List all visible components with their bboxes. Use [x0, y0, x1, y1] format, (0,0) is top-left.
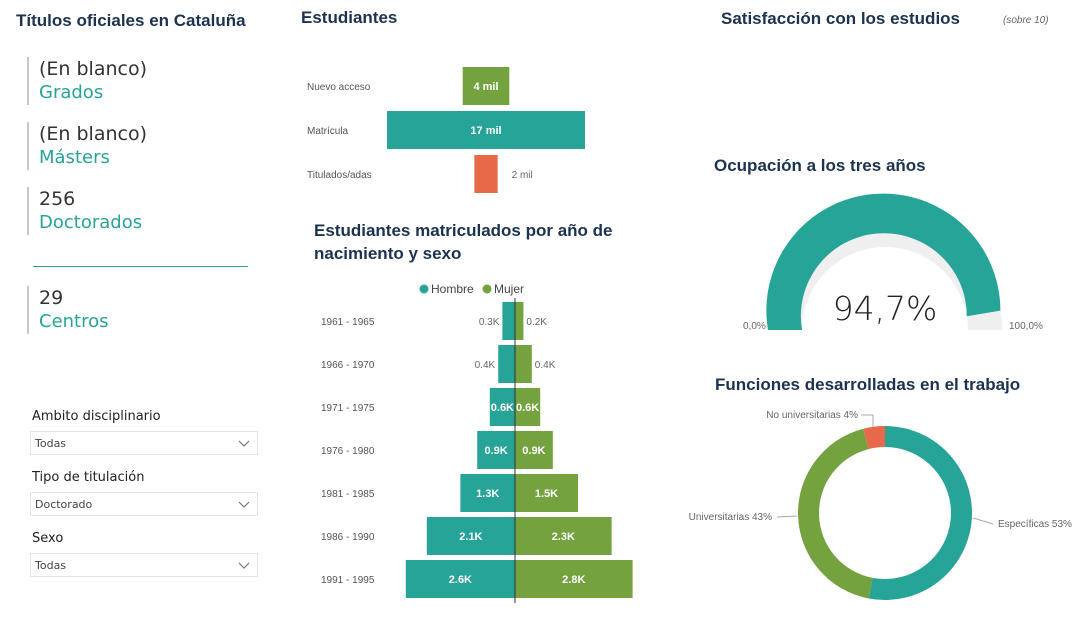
ocupacion-gauge: 94,7% 0,0% 100,0% — [743, 193, 1043, 332]
piramide-label-mujer: 0.2K — [526, 317, 547, 328]
piramide-bar-mujer — [515, 388, 541, 426]
funciones-donut: Específicas 53% Universitarias 43% No univ… — [689, 410, 1072, 600]
piramide-category-label: 1991 - 1995 — [321, 575, 375, 586]
piramide-category-label: 1976 - 1980 — [321, 446, 375, 457]
kpi-masters: (En blanco) Másters — [27, 122, 239, 170]
piramide-category-label: 1981 - 1985 — [321, 489, 375, 500]
piramide-chart: Hombre Mujer 1961 - 1965 0.3K 0.2K 1966 - 197… — [321, 282, 633, 603]
filter-ambito-label: Ambito disciplinario — [32, 409, 161, 424]
piramide-bar-hombre — [498, 345, 515, 383]
piramide-label-hombre: 2.6K — [449, 574, 472, 586]
piramide-label-hombre: 0.4K — [475, 360, 496, 371]
kpi-grados-value: (En blanco) — [39, 58, 148, 80]
piramide-label-hombre: 1.3K — [476, 488, 499, 500]
chevron-down-icon — [238, 501, 250, 508]
titulos-title: Títulos oficiales en Cataluña — [16, 11, 246, 30]
estudiantes-bar-label: 2 mil — [512, 170, 533, 181]
satisfaccion-title: Satisfacción con los estudios — [721, 9, 961, 28]
filter-sexo-value: Todas — [35, 559, 67, 572]
estudiantes-title: Estudiantes — [301, 8, 398, 27]
kpi-doctorados: 256 Doctorados — [27, 187, 239, 235]
estudiantes-category-label: Matrícula — [307, 126, 349, 137]
piramide-bar-mujer — [515, 345, 532, 383]
kpi-centros: 29 Centros — [27, 286, 239, 334]
gauge-value: 94,7% — [833, 289, 938, 328]
donut-slice — [863, 426, 885, 450]
donut-leader-line — [972, 517, 994, 525]
kpi-masters-value: (En blanco) — [39, 123, 148, 145]
donut-slice-label: Universitarias 43% — [689, 512, 772, 523]
ocupacion-title: Ocupación a los tres años — [714, 156, 926, 175]
piramide-label-mujer: 0.4K — [535, 360, 556, 371]
filter-tipo-value: Doctorado — [35, 498, 93, 511]
piramide-bar-mujer — [515, 560, 633, 598]
kpi-grados: (En blanco) Grados — [27, 57, 239, 105]
piramide-label-mujer: 2.8K — [562, 574, 585, 586]
kpi-divider — [33, 266, 248, 267]
filter-sexo-select[interactable]: Todas — [30, 553, 258, 577]
kpi-doctorados-label: Doctorados — [39, 212, 143, 233]
gauge-min-label: 0,0% — [743, 321, 766, 332]
piramide-bar-hombre — [502, 302, 515, 340]
satisfaccion-note: (sobre 10) — [1003, 15, 1049, 26]
kpi-doctorados-value: 256 — [39, 188, 76, 210]
piramide-category-label: 1986 - 1990 — [321, 532, 375, 543]
piramide-label-mujer: 1.5K — [535, 488, 558, 500]
kpi-grados-label: Grados — [39, 82, 104, 103]
chevron-down-icon — [238, 562, 250, 569]
donut-slice-label: No universitarias 4% — [766, 410, 858, 421]
piramide-bar-hombre — [489, 388, 515, 426]
filter-ambito-select[interactable]: Todas — [30, 431, 258, 455]
piramide-bar-mujer — [515, 474, 578, 512]
filter-sexo-label: Sexo — [32, 531, 64, 546]
filter-tipo-select[interactable]: Doctorado — [30, 492, 258, 516]
piramide-bar-mujer — [515, 431, 553, 469]
piramide-bar-hombre — [405, 560, 515, 598]
donut-slice-label: Específicas 53% — [998, 519, 1072, 530]
filter-tipo-label: Tipo de titulación — [32, 470, 145, 485]
estudiantes-chart: Nuevo acceso 4 mil Matrícula 17 mil Titulado… — [307, 67, 585, 193]
piramide-category-label: 1961 - 1965 — [321, 317, 375, 328]
legend-mujer-marker — [482, 284, 492, 294]
kpi-centros-label: Centros — [39, 311, 109, 332]
estudiantes-bar — [387, 111, 585, 149]
donut-slice — [868, 426, 972, 600]
piramide-bar-hombre — [426, 517, 515, 555]
legend-mujer-label: Mujer — [494, 282, 524, 296]
donut-leader-line — [776, 515, 798, 518]
piramide-title: Estudiantes matriculados por año de naci… — [314, 219, 613, 265]
kpi-masters-label: Másters — [39, 147, 110, 168]
gauge-max-label: 100,0% — [1009, 321, 1043, 332]
estudiantes-bar — [462, 67, 510, 105]
piramide-category-label: 1971 - 1975 — [321, 403, 375, 414]
piramide-bar-mujer — [515, 517, 612, 555]
estudiantes-bar-label: 4 mil — [473, 81, 498, 93]
piramide-bar-hombre — [460, 474, 515, 512]
gauge-fill — [766, 193, 1001, 330]
estudiantes-category-label: Titulados/adas — [307, 170, 372, 181]
piramide-title-line1: Estudiantes matriculados por año de — [314, 221, 613, 240]
legend-hombre-label: Hombre — [431, 282, 474, 296]
piramide-bar-mujer — [515, 302, 524, 340]
kpi-centros-value: 29 — [39, 287, 64, 309]
donut-leader-line — [861, 414, 874, 427]
estudiantes-category-label: Nuevo acceso — [307, 82, 371, 93]
chevron-down-icon — [238, 440, 250, 447]
estudiantes-bar-label: 17 mil — [470, 125, 501, 137]
piramide-title-line2: nacimiento y sexo — [314, 244, 462, 263]
piramide-label-hombre: 0.3K — [479, 317, 500, 328]
piramide-label-hombre: 0.6K — [491, 402, 514, 414]
filter-ambito-value: Todas — [35, 437, 67, 450]
estudiantes-bar — [474, 155, 498, 193]
piramide-label-hombre: 0.9K — [484, 445, 507, 457]
legend-hombre-marker — [419, 284, 429, 294]
funciones-title: Funciones desarrolladas en el trabajo — [715, 375, 1021, 394]
donut-slice — [798, 428, 873, 599]
piramide-label-mujer: 2.3K — [552, 531, 575, 543]
piramide-category-label: 1966 - 1970 — [321, 360, 375, 371]
piramide-label-mujer: 0.9K — [522, 445, 545, 457]
piramide-label-hombre: 2.1K — [459, 531, 482, 543]
piramide-bar-hombre — [477, 431, 515, 469]
piramide-label-mujer: 0.6K — [516, 402, 539, 414]
